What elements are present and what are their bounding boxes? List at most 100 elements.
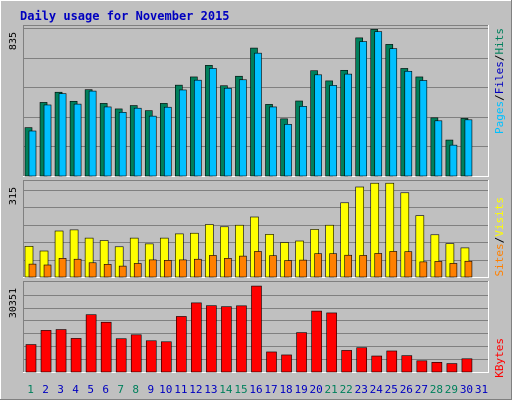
sites-bar bbox=[254, 251, 262, 278]
legend-item-hits: Hits bbox=[493, 28, 506, 55]
sites-bar bbox=[344, 254, 352, 278]
files-bar bbox=[133, 107, 142, 177]
sites-bar bbox=[179, 259, 187, 278]
sites-bar bbox=[58, 258, 67, 278]
y-tick-label: 315 bbox=[8, 187, 19, 205]
sites-bar bbox=[419, 261, 428, 278]
x-tick-label: 21 bbox=[325, 383, 338, 396]
files-bar bbox=[43, 104, 52, 177]
x-tick-label: 27 bbox=[415, 383, 428, 396]
files-bar bbox=[73, 103, 82, 177]
kbytes-bar bbox=[55, 329, 67, 373]
files-bar bbox=[284, 124, 292, 177]
sites-bar bbox=[284, 260, 292, 278]
files-bar bbox=[163, 106, 172, 177]
sites-bar bbox=[449, 263, 458, 278]
kbytes-bar bbox=[356, 347, 368, 373]
y-tick-label: 30351 bbox=[8, 288, 19, 318]
legend-separator: / bbox=[493, 55, 506, 62]
x-tick-label: 28 bbox=[430, 383, 443, 396]
files-bar bbox=[179, 89, 187, 177]
kbytes-bar bbox=[446, 363, 458, 373]
kbytes-bar bbox=[386, 350, 398, 373]
kbytes-bar bbox=[160, 341, 172, 373]
kbytes-bar bbox=[341, 350, 352, 373]
kbytes-bar bbox=[85, 314, 97, 373]
kbytes-bar bbox=[311, 310, 322, 373]
x-tick-label: 31 bbox=[475, 383, 488, 396]
files-bar bbox=[314, 74, 322, 177]
sites-bar bbox=[269, 255, 277, 278]
kbytes-bar bbox=[371, 355, 383, 373]
legend-item-kbytes: KBytes bbox=[493, 338, 506, 378]
x-tick-label: 25 bbox=[385, 383, 398, 396]
files-bar bbox=[419, 80, 428, 177]
files-bar bbox=[329, 85, 337, 177]
x-tick-label: 29 bbox=[445, 383, 458, 396]
kbytes-bar bbox=[236, 305, 247, 373]
files-bar bbox=[359, 41, 368, 177]
y-tick-label: 835 bbox=[8, 32, 19, 50]
files-bar bbox=[118, 112, 127, 177]
legend-separator: / bbox=[493, 237, 506, 244]
sites-bar bbox=[239, 255, 247, 278]
sites-bar bbox=[464, 260, 473, 278]
kbytes-bar bbox=[431, 362, 443, 373]
files-bar bbox=[103, 106, 112, 177]
sites-bar bbox=[314, 253, 322, 278]
sites-bar bbox=[73, 258, 82, 278]
kbytes-bar bbox=[401, 355, 413, 373]
kbytes-bar bbox=[25, 344, 37, 373]
sites-bar bbox=[209, 255, 217, 278]
x-tick-label: 23 bbox=[355, 383, 368, 396]
x-tick-label: 20 bbox=[310, 383, 323, 396]
x-tick-label: 26 bbox=[400, 383, 413, 396]
sites-bar bbox=[434, 261, 443, 278]
sites-bar bbox=[43, 264, 52, 278]
kbytes-bar bbox=[130, 334, 142, 373]
chart-panels: 835 315 30351 bbox=[8, 25, 489, 373]
sites-bar bbox=[118, 265, 127, 278]
files-bar bbox=[374, 31, 383, 177]
files-bar bbox=[239, 79, 247, 177]
x-tick-label: 19 bbox=[294, 383, 307, 396]
sites-bar bbox=[404, 251, 413, 278]
x-tick-label: 12 bbox=[189, 383, 202, 396]
x-tick-label: 7 bbox=[117, 383, 124, 396]
x-tick-label: 22 bbox=[340, 383, 353, 396]
kbytes-bar bbox=[191, 302, 202, 373]
kbytes-bar bbox=[100, 321, 112, 373]
kbytes-bar bbox=[40, 330, 52, 373]
x-tick-label: 8 bbox=[132, 383, 139, 396]
sites-bar bbox=[103, 264, 112, 278]
files-bar bbox=[209, 68, 217, 177]
sites-bar bbox=[389, 251, 398, 278]
kbytes-bar bbox=[206, 305, 217, 373]
kbytes-bar bbox=[266, 351, 277, 373]
kbytes-bar bbox=[416, 360, 428, 373]
x-tick-label: 5 bbox=[87, 383, 94, 396]
kbytes-bar bbox=[326, 312, 337, 373]
x-tick-label: 2 bbox=[42, 383, 49, 396]
legend-label: Pages/Files/Hits bbox=[493, 28, 506, 134]
sites-bar bbox=[133, 263, 142, 278]
kbytes-bar bbox=[145, 340, 157, 373]
kbytes-bar bbox=[70, 338, 82, 373]
x-tick-label: 3 bbox=[57, 383, 64, 396]
kbytes-bar bbox=[221, 306, 232, 373]
x-tick-label: 6 bbox=[102, 383, 109, 396]
x-tick-label: 11 bbox=[174, 383, 187, 396]
x-axis-labels: 1 2 3 4 5 6 7 8 9 10 11 12 13 14 15 16 17 18 19 20 21 22 23 24 2… bbox=[27, 383, 488, 396]
files-bar bbox=[434, 120, 443, 177]
chart-title: Daily usage for November 2015 bbox=[20, 9, 230, 23]
x-tick-label: 18 bbox=[279, 383, 292, 396]
sites-bar bbox=[194, 258, 202, 278]
x-tick-label: 30 bbox=[460, 383, 473, 396]
files-bar bbox=[148, 115, 157, 177]
kbytes-panel: 30351 bbox=[8, 281, 489, 373]
sites-bar bbox=[329, 253, 337, 278]
files-bar bbox=[449, 144, 458, 177]
sites-bar bbox=[299, 259, 307, 278]
files-bar bbox=[254, 52, 262, 177]
